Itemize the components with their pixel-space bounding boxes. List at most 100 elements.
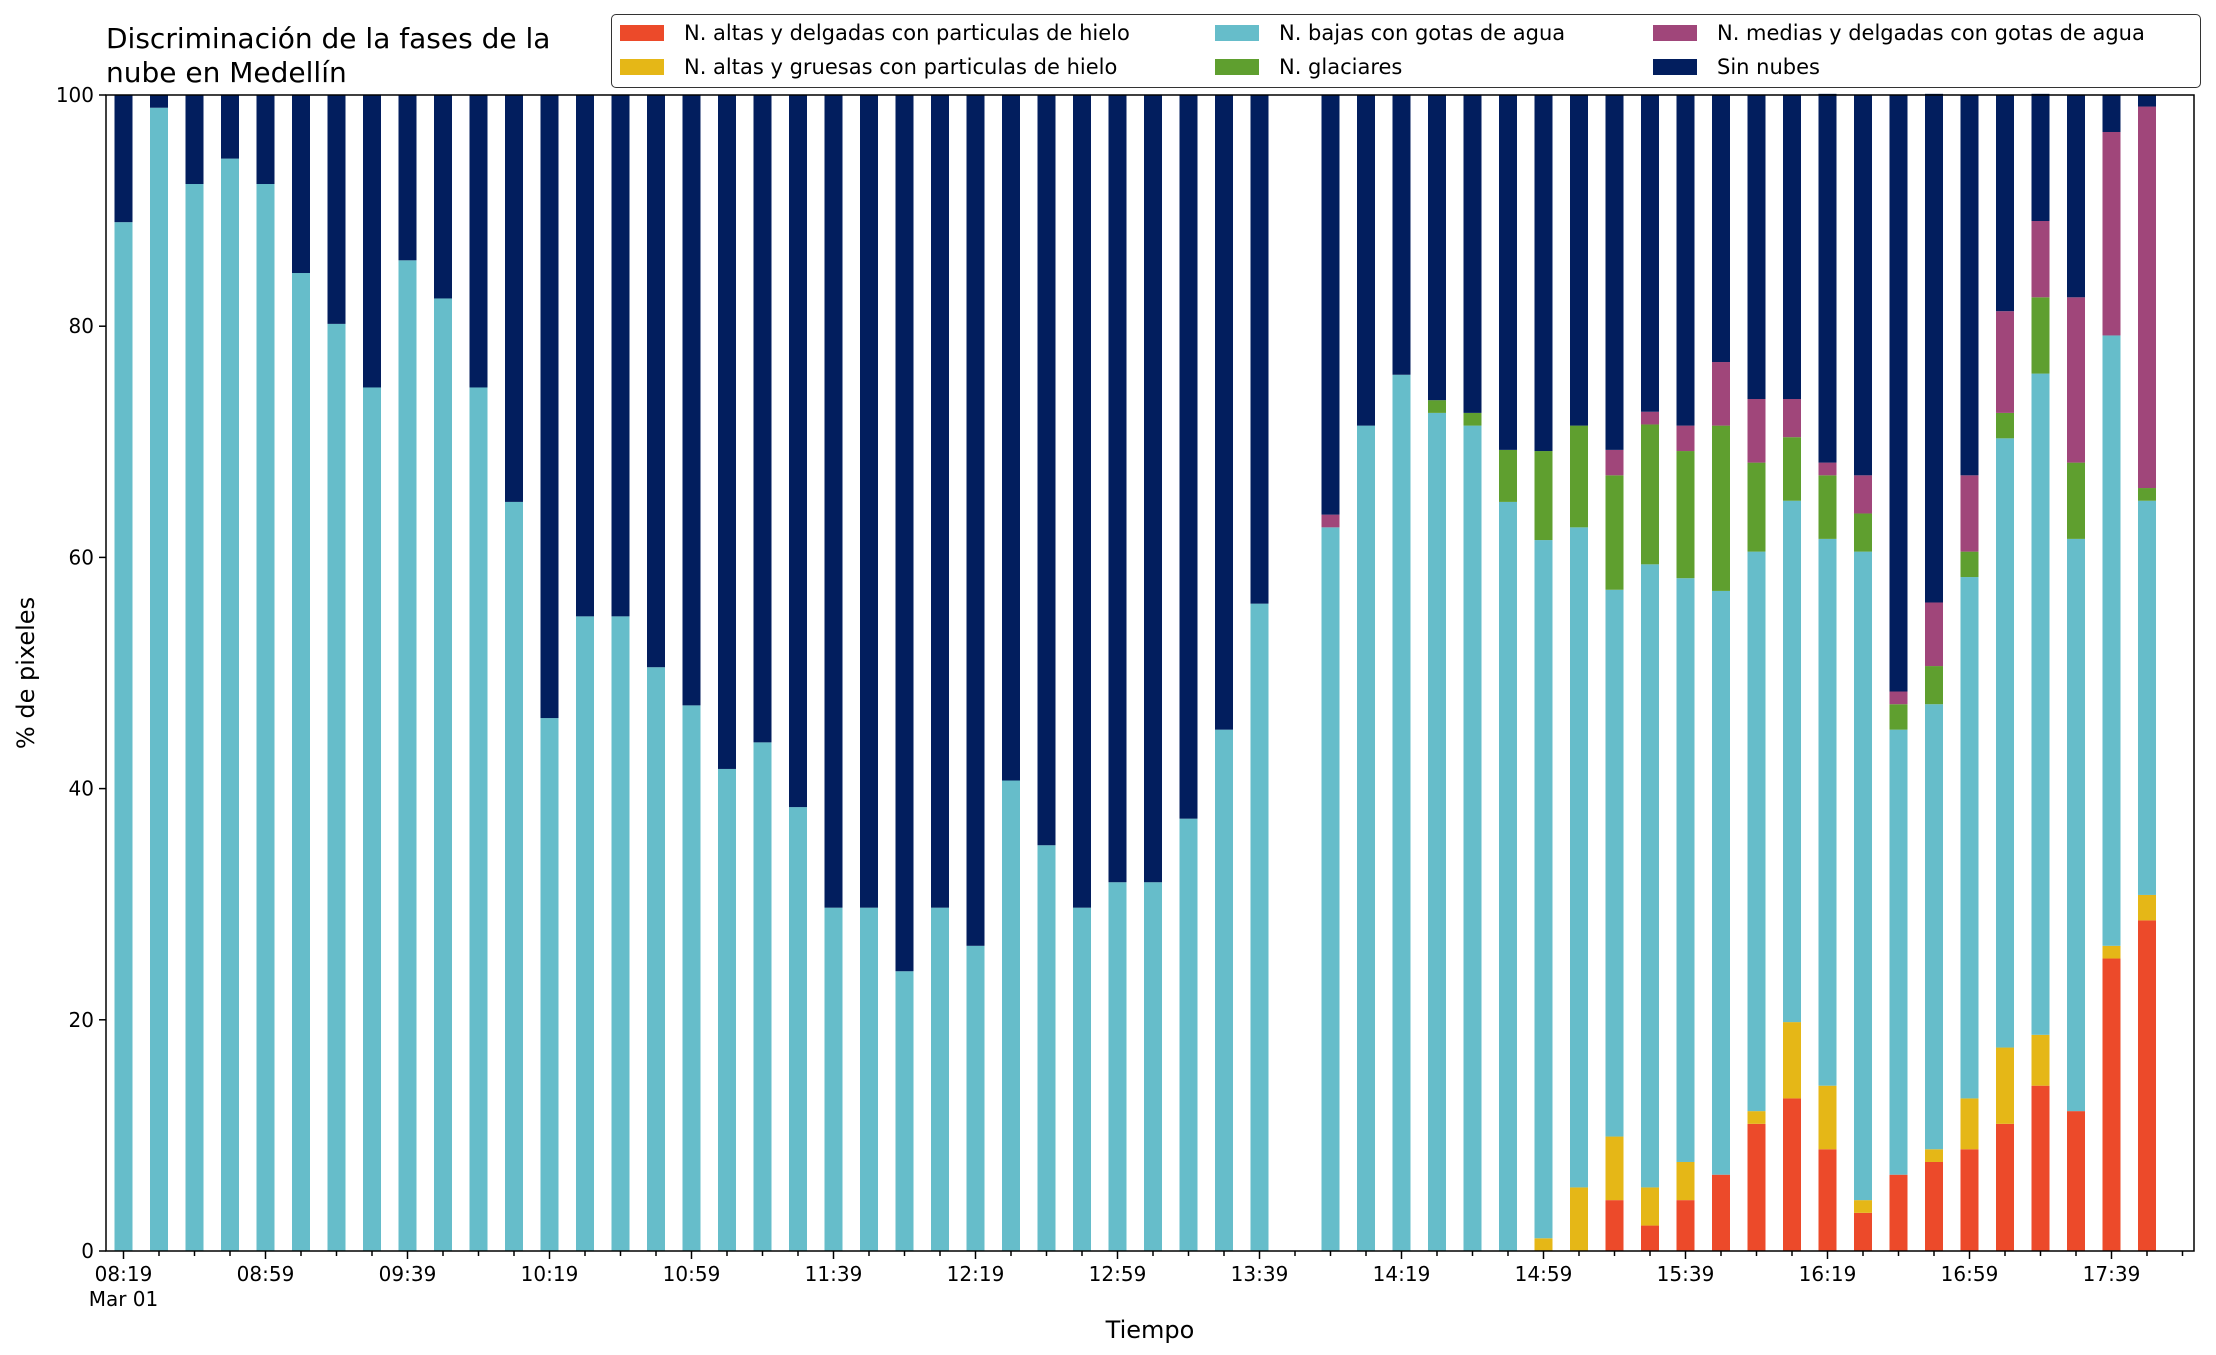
x-tick-label-9: 14:19 (1373, 1262, 1431, 1286)
bar-segment-3-39 (1499, 449, 1517, 502)
bar-segment-2-14 (611, 616, 630, 1251)
bar-segment-2-15 (647, 667, 665, 1251)
x-tick-label-3: 10:19 (521, 1262, 579, 1286)
bar-segment-5-23 (931, 95, 949, 908)
y-tick-label-2: 40 (69, 777, 94, 801)
bar-segment-2-26 (1037, 845, 1056, 1251)
y-axis: 0 20 40 60 80 100 (56, 83, 106, 1263)
bar-segment-2-7 (363, 387, 381, 1251)
bar-segment-1-47 (1783, 1022, 1801, 1099)
x-tick-label-13: 16:59 (1941, 1262, 1999, 1286)
bar-segment-3-50 (1889, 704, 1908, 730)
bar-segment-4-45 (1712, 362, 1730, 426)
bar-segment-4-34 (1321, 514, 1340, 528)
bar-segment-5-50 (1889, 95, 1908, 692)
bar-segment-5-16 (682, 95, 701, 706)
bar-segment-2-52 (1960, 577, 1979, 1099)
bar-segment-5-3 (221, 95, 239, 159)
bar-segment-5-20 (824, 95, 843, 908)
bar-segment-5-15 (647, 95, 665, 668)
bar-segment-5-26 (1037, 95, 1056, 846)
bar-segment-1-48 (1818, 1085, 1837, 1150)
bar-segment-0-52 (1960, 1149, 1979, 1251)
bar-segment-5-28 (1108, 95, 1127, 883)
bar-segment-1-57 (2138, 894, 2156, 921)
bar-segment-0-55 (2067, 1111, 2085, 1251)
bar-segment-5-21 (860, 95, 878, 908)
bar-segment-0-51 (1925, 1161, 1943, 1251)
bar-segment-5-37 (1428, 95, 1446, 401)
bar-segment-0-56 (2102, 958, 2121, 1251)
bar-segment-4-42 (1605, 449, 1624, 476)
bar-segment-5-22 (895, 95, 914, 972)
bar-segment-0-50 (1889, 1174, 1908, 1251)
bar-segment-3-49 (1854, 513, 1872, 552)
bar-segment-2-45 (1712, 590, 1730, 1175)
bar-segment-5-31 (1215, 95, 1233, 730)
bar-segment-3-57 (2138, 488, 2156, 501)
bar-segment-5-56 (2102, 95, 2121, 132)
bar-segment-2-10 (469, 387, 488, 1251)
bar-segment-2-16 (682, 705, 701, 1251)
bar-segment-2-40 (1534, 540, 1553, 1239)
bar-segment-5-39 (1499, 95, 1517, 450)
bar-segment-5-13 (576, 95, 594, 617)
bar-segment-2-57 (2138, 500, 2156, 895)
bar-segment-5-44 (1676, 95, 1695, 426)
bar-segment-5-46 (1747, 95, 1766, 400)
bar-segment-2-28 (1108, 882, 1127, 1251)
legend-swatch (1215, 25, 1259, 41)
bar-segment-0-42 (1605, 1200, 1624, 1251)
bar-segment-3-38 (1463, 412, 1482, 426)
bar-segment-4-52 (1960, 475, 1979, 552)
x-date-label: Mar 01 (89, 1287, 159, 1311)
y-tick-label-3: 60 (69, 545, 94, 569)
bar-segment-2-50 (1889, 729, 1908, 1175)
x-tick-label-11: 15:39 (1657, 1262, 1715, 1286)
bar-segment-2-49 (1854, 551, 1872, 1201)
x-tick-label-2: 09:39 (379, 1262, 437, 1286)
bar-segment-2-51 (1925, 704, 1943, 1150)
bar-segment-3-44 (1676, 451, 1695, 579)
y-axis-label: % de pixeles (12, 597, 40, 749)
legend-swatch (620, 25, 664, 41)
bar-segment-2-23 (931, 907, 949, 1251)
x-tick-label-12: 16:19 (1799, 1262, 1857, 1286)
bar-segment-2-1 (150, 107, 168, 1251)
bar-segment-5-38 (1463, 95, 1482, 413)
bar-segment-1-52 (1960, 1098, 1979, 1150)
bar-segment-5-47 (1783, 95, 1801, 400)
bar-segment-2-48 (1818, 538, 1837, 1086)
bar-segment-2-5 (292, 273, 310, 1251)
bar-segment-3-45 (1712, 425, 1730, 591)
bar-segment-2-6 (327, 323, 346, 1251)
bar-segment-5-55 (2067, 95, 2085, 298)
bar-segment-2-11 (505, 501, 523, 1251)
bar-segment-5-53 (1996, 95, 2014, 312)
bar-segment-2-46 (1747, 551, 1766, 1112)
bar-segment-0-43 (1641, 1225, 1659, 1251)
bar-segment-2-54 (2031, 373, 2050, 1035)
bar-segment-1-56 (2102, 945, 2121, 959)
legend-item-medias: N. medias y delgadas con gotas de agua (1653, 21, 2145, 45)
y-tick-label-1: 20 (69, 1008, 94, 1032)
bar-segment-5-34 (1321, 95, 1340, 515)
chart-title: Discriminación de la fases de la nube en… (106, 22, 551, 89)
y-tick-label-5: 100 (56, 83, 94, 107)
bar-segment-5-32 (1250, 95, 1269, 604)
x-tick-label-6: 12:19 (947, 1262, 1005, 1286)
bar-segment-0-54 (2031, 1085, 2050, 1251)
bar-segment-5-19 (789, 95, 807, 808)
bar-segment-2-37 (1428, 412, 1446, 1251)
bar-segment-2-19 (789, 807, 807, 1251)
bar-segment-2-42 (1605, 589, 1624, 1137)
x-tick-label-8: 13:39 (1231, 1262, 1289, 1286)
bar-segment-4-48 (1818, 462, 1837, 476)
bar-segment-5-17 (718, 95, 736, 769)
legend-item-glaciares: N. glaciares (1215, 55, 1402, 79)
bar-segment-5-27 (1073, 95, 1091, 908)
bar-segment-2-24 (966, 945, 985, 1251)
bar-segment-2-8 (398, 260, 417, 1252)
bar-segment-2-4 (256, 184, 275, 1252)
bar-segment-4-53 (1996, 311, 2014, 413)
